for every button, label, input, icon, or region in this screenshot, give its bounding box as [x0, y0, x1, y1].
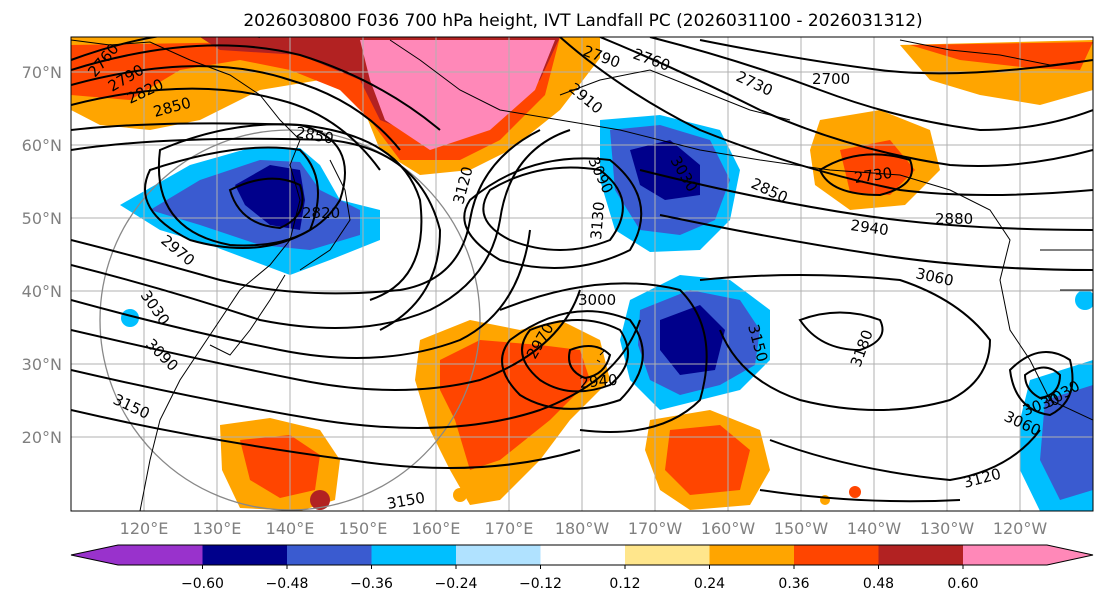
colorbar-bin — [794, 545, 879, 565]
colorbar-tick-label: −0.24 — [435, 576, 478, 592]
lat-label: 50°N — [22, 209, 62, 228]
contour-label: 3000 — [578, 291, 616, 309]
contour-label: 2940 — [849, 216, 889, 239]
lon-label: 140°W — [847, 519, 902, 538]
colorbar-bin — [202, 545, 287, 565]
colorbar-outline — [70, 544, 1094, 566]
lon-label: 120°E — [120, 519, 169, 538]
coastlines — [71, 39, 1093, 511]
colorbar-bin — [287, 545, 372, 565]
colorbar-bin — [963, 545, 1047, 565]
colorbar-bin — [540, 545, 625, 565]
lon-label: 150°W — [774, 519, 829, 538]
colorbar-min-extend — [71, 545, 118, 565]
lon-label: 150°E — [339, 519, 388, 538]
colorbar-tick-label: 0.24 — [694, 576, 725, 592]
colorbar-bin — [371, 545, 456, 565]
lat-label: 40°N — [22, 282, 62, 301]
negative-anomaly-shading — [120, 115, 1093, 511]
contour-label: 3130 — [587, 201, 608, 241]
figure-title: 2026030800 F036 700 hPa height, IVT Land… — [243, 11, 922, 31]
colorbar-max-extend — [1047, 545, 1093, 565]
graticule — [71, 37, 1093, 511]
colorbar-tick-label: −0.48 — [266, 576, 309, 592]
map-frame — [70, 36, 1094, 512]
contour-label: 2730 — [853, 164, 893, 187]
colorbar: −0.60 −0.48 −0.36 −0.24 −0.12 0.12 0.24 … — [70, 544, 1094, 592]
colorbar-tick-label: −0.12 — [519, 576, 562, 592]
contour-label: 2940 — [579, 371, 619, 392]
map-panel: 2760 2790 2820 2850 2850 2820 2970 3030 … — [71, 37, 1093, 513]
colorbar-bin — [878, 545, 963, 565]
lon-label: 120°W — [993, 519, 1048, 538]
colorbar-tick-label: −0.60 — [181, 576, 224, 592]
colorbar-bin — [456, 545, 541, 565]
lat-label: 20°N — [22, 428, 62, 447]
lat-label: 70°N — [22, 63, 62, 82]
lat-label: 60°N — [22, 136, 62, 155]
contour-label: 2880 — [935, 210, 973, 228]
lat-label: 30°N — [22, 355, 62, 374]
lon-label: 160°E — [412, 519, 461, 538]
colorbar-bin — [625, 545, 710, 565]
lon-label: 160°W — [701, 519, 756, 538]
lon-label: 170°W — [628, 519, 683, 538]
lon-label: 170°E — [485, 519, 534, 538]
contour-label: 3150 — [386, 489, 427, 513]
height-contours — [71, 37, 1093, 503]
colorbar-tick-label: −0.36 — [350, 576, 393, 592]
colorbar-tick-label: 0.48 — [863, 576, 894, 592]
colorbar-bin — [118, 545, 203, 565]
colorbar-tick-label: 0.12 — [609, 576, 640, 592]
colorbar-tick-label: 0.60 — [947, 576, 978, 592]
lon-label: 140°E — [266, 519, 315, 538]
contour-label: 2700 — [812, 70, 850, 88]
colorbar-bin — [709, 545, 794, 565]
latitude-labels: 70°N 60°N 50°N 40°N 30°N 20°N — [22, 63, 62, 447]
lon-label: 130°E — [193, 519, 242, 538]
longitude-labels: 120°E 130°E 140°E 150°E 160°E 170°E 180°… — [120, 519, 1048, 538]
contour-label: 2820 — [302, 204, 340, 222]
lon-label: 130°W — [920, 519, 975, 538]
colorbar-tick-label: 0.36 — [778, 576, 809, 592]
lon-label: 180°W — [555, 519, 610, 538]
